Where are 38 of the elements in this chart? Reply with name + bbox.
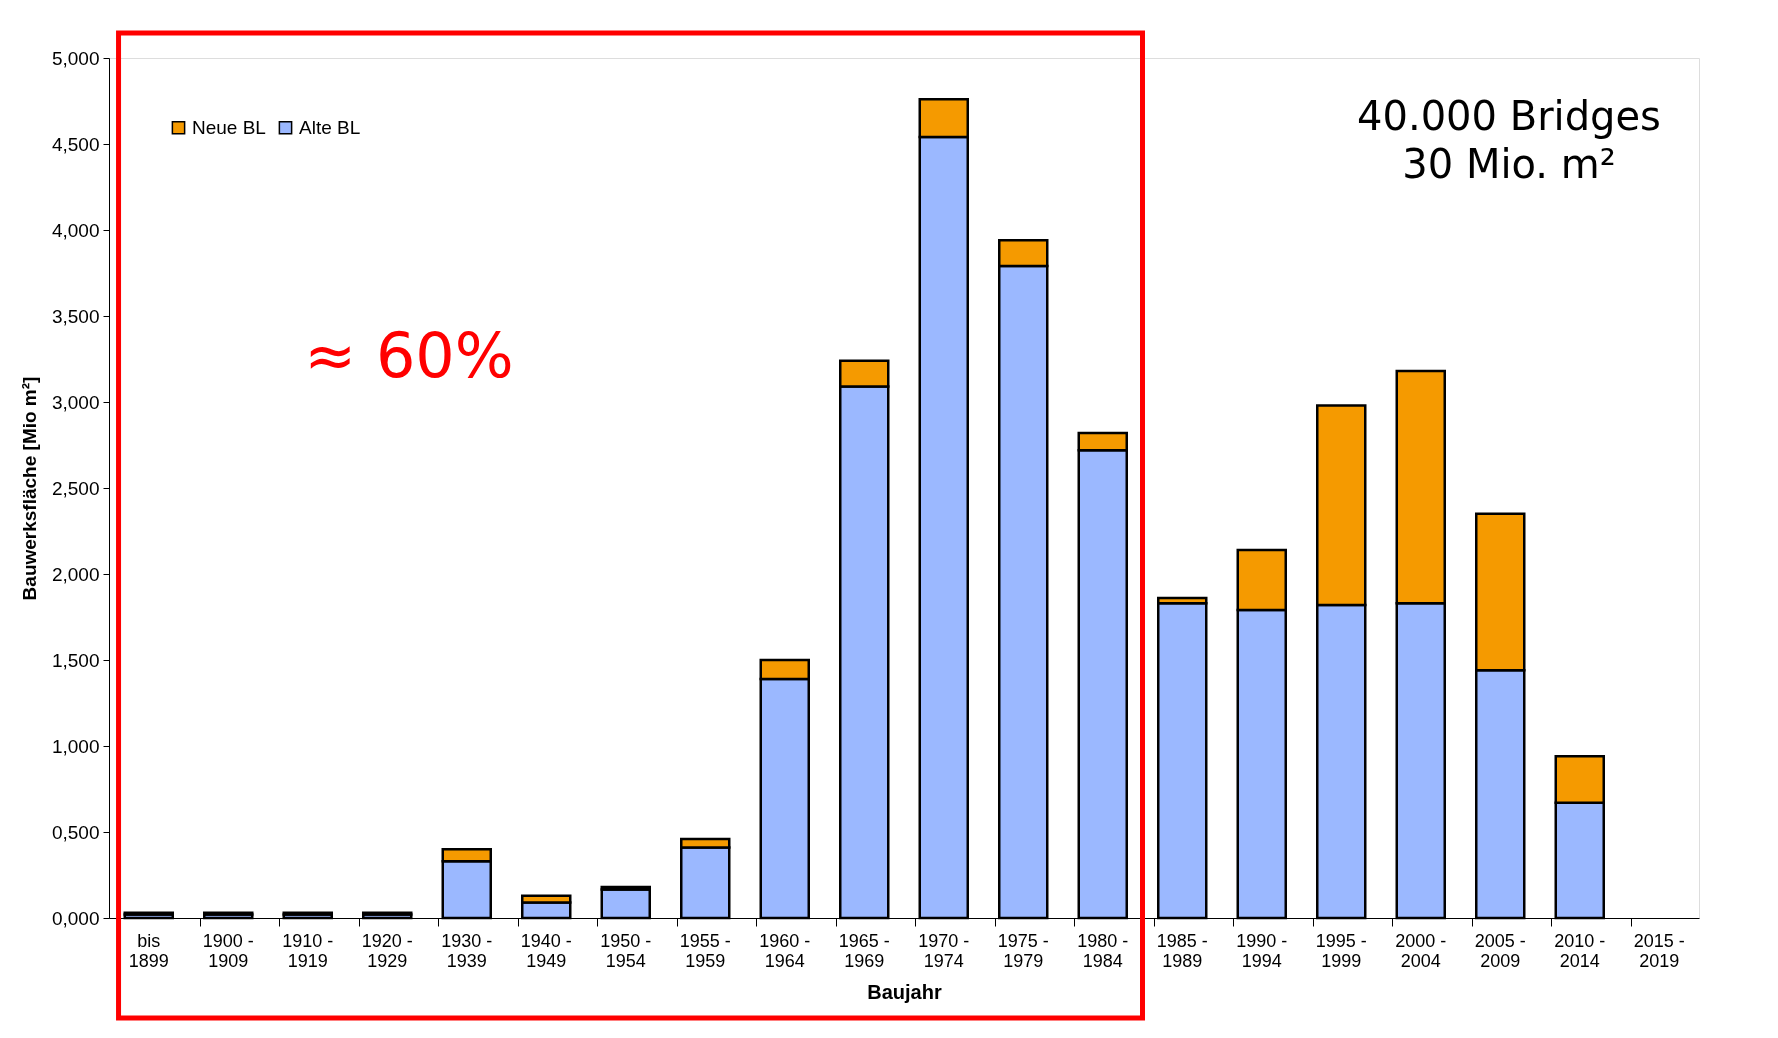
y-tick-label: 2,500 bbox=[51, 477, 100, 499]
x-tick-label: 1975 - 1979 bbox=[997, 930, 1049, 971]
x-tick-label: 2010 - 2014 bbox=[1554, 930, 1606, 971]
annotation: 40.000 Bridges bbox=[1357, 93, 1661, 139]
y-tick-label: 0,000 bbox=[51, 907, 100, 929]
x-tick-label: 2015 - 2019 bbox=[1633, 930, 1685, 971]
legend-label: Alte BL bbox=[299, 116, 361, 138]
y-axis-title: Bauwerksfläche [Mio m²] bbox=[18, 376, 40, 601]
x-tick-label: 1960 - 1964 bbox=[759, 930, 811, 971]
x-tick-label: 1930 - 1939 bbox=[441, 930, 493, 971]
x-tick-label: 1990 - 1994 bbox=[1236, 930, 1288, 971]
x-tick-label: 1965 - 1969 bbox=[838, 930, 890, 971]
annotation: ≈ 60% bbox=[304, 319, 514, 392]
y-tick-label: 5,000 bbox=[51, 47, 100, 69]
y-tick-label: 3,000 bbox=[51, 391, 100, 413]
y-tick-label: 1,000 bbox=[51, 735, 100, 757]
x-tick-label: 1980 - 1984 bbox=[1077, 930, 1129, 971]
x-tick-label: 1950 - 1954 bbox=[600, 930, 652, 971]
y-tick-label: 1,500 bbox=[51, 649, 100, 671]
y-tick-label: 0,500 bbox=[51, 821, 100, 843]
y-tick-label: 4,500 bbox=[51, 133, 100, 155]
x-tick-label: 1940 - 1949 bbox=[520, 930, 572, 971]
x-tick-label: bis 1899 bbox=[128, 930, 169, 971]
y-tick-label: 4,000 bbox=[51, 219, 100, 241]
x-tick-label: 1920 - 1929 bbox=[361, 930, 413, 971]
legend-label: Neue BL bbox=[192, 116, 266, 138]
x-tick-label: 1955 - 1959 bbox=[679, 930, 731, 971]
x-tick-label: 1900 - 1909 bbox=[202, 930, 254, 971]
x-tick-label: 1910 - 1919 bbox=[282, 930, 334, 971]
annotation: 30 Mio. m² bbox=[1402, 141, 1616, 187]
x-tick-label: 1985 - 1989 bbox=[1156, 930, 1208, 971]
y-tick-label: 3,500 bbox=[51, 305, 100, 327]
x-tick-label: 2000 - 2004 bbox=[1395, 930, 1447, 971]
x-axis-title: Baujahr bbox=[867, 980, 942, 1003]
x-tick-label: 1995 - 1999 bbox=[1315, 930, 1367, 971]
x-tick-label: 1970 - 1974 bbox=[918, 930, 970, 971]
y-tick-label: 2,000 bbox=[51, 563, 100, 585]
x-tick-label: 2005 - 2009 bbox=[1474, 930, 1526, 971]
